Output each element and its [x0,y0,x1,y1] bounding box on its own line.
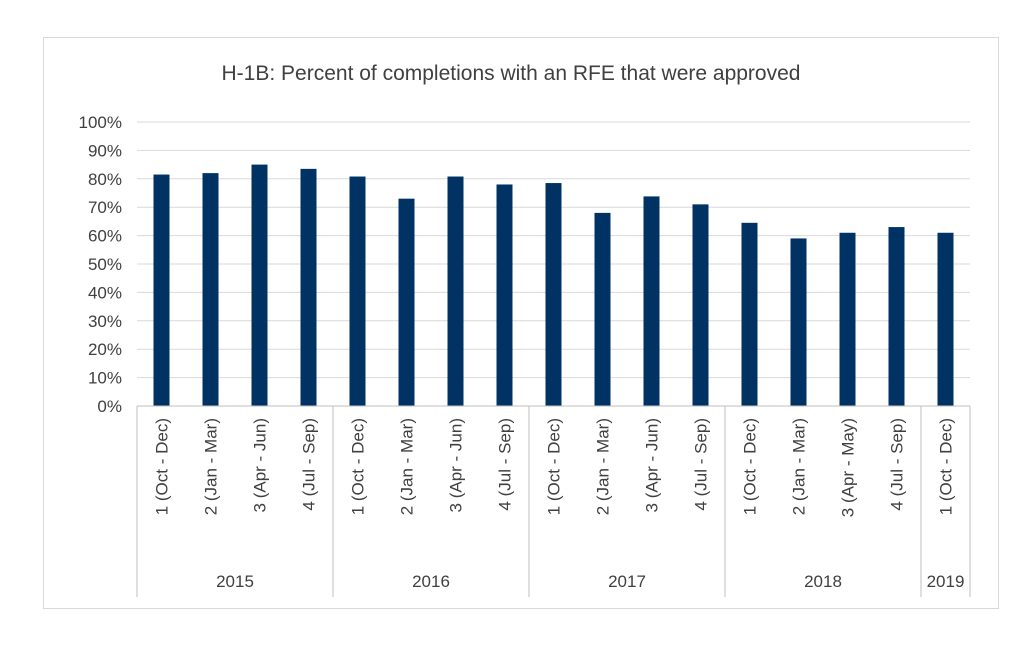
x-tick-label: 2 (Jan - Mar) [790,418,809,515]
y-axis-ticks: 0% 10% 20% 30% 40% 50% 60% 70% 80% 90% 100% [79,113,122,416]
year-group-label: 2017 [608,572,646,591]
x-tick-label: 1 (Oct - Dec) [741,418,760,515]
bar [937,232,954,406]
y-tick-label: 50% [88,255,122,274]
x-tick-label: 4 (Jul - Sep) [888,418,907,511]
x-axis-labels: 1 (Oct - Dec) 2 (Jan - Mar) 3 (Apr - Jun) 4… [153,418,956,517]
y-tick-label: 100% [79,113,122,132]
y-tick-label: 80% [88,170,122,189]
bar [888,227,905,406]
bar [839,232,856,406]
x-tick-label: 2 (Jan - Mar) [594,418,613,515]
bar [398,198,415,406]
x-tick-label: 2 (Jan - Mar) [202,418,221,515]
y-tick-label: 20% [88,340,122,359]
y-tick-label: 30% [88,312,122,331]
y-tick-label: 90% [88,141,122,160]
x-tick-label: 1 (Oct - Dec) [545,418,564,515]
y-tick-label: 10% [88,369,122,388]
y-tick-label: 0% [97,397,122,416]
bar [496,184,513,406]
bar [349,176,366,406]
x-tick-label: 1 (Oct - Dec) [153,418,172,515]
bar [447,176,464,406]
chart-frame [43,37,999,609]
x-tick-label: 4 (Jul - Sep) [300,418,319,511]
bars [153,164,954,406]
bar [790,238,807,406]
x-tick-label: 3 (Apr - May) [839,418,858,517]
bar [692,204,709,406]
year-group-label: 2018 [804,572,842,591]
x-tick-label: 1 (Oct - Dec) [349,418,368,515]
bar [202,173,219,406]
year-group-label: 2019 [927,572,965,591]
bar [643,196,660,406]
x-axis-year-groups: 2015 2016 2017 2018 2019 [136,406,971,597]
bar [251,164,268,406]
bar [300,168,317,406]
x-tick-label: 3 (Apr - Jun) [643,418,662,512]
x-tick-label: 3 (Apr - Jun) [447,418,466,512]
bar [741,222,758,406]
x-tick-label: 2 (Jan - Mar) [398,418,417,515]
x-tick-label: 4 (Jul - Sep) [692,418,711,511]
bar [594,212,611,406]
gridlines [137,121,970,379]
x-tick-label: 3 (Apr - Jun) [251,418,270,512]
y-tick-label: 60% [88,227,122,246]
y-tick-label: 70% [88,198,122,217]
x-tick-label: 4 (Jul - Sep) [496,418,515,511]
x-tick-label: 1 (Oct - Dec) [937,418,956,515]
bar [153,174,170,406]
year-group-label: 2015 [216,572,254,591]
year-group-label: 2016 [412,572,450,591]
chart-title: H-1B: Percent of completions with an RFE… [222,62,801,85]
y-tick-label: 40% [88,283,122,302]
bar [545,183,562,406]
